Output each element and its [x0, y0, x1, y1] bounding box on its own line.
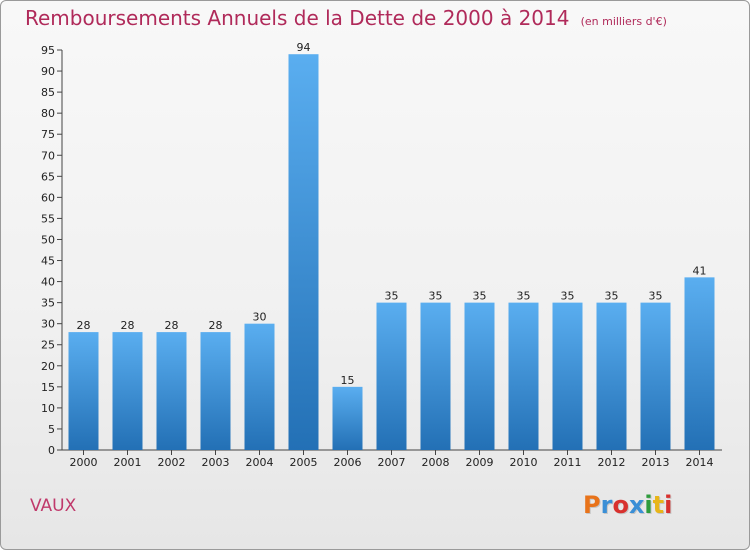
bar-2002: [156, 332, 187, 450]
chart-title: Remboursements Annuels de la Dette de 20…: [25, 6, 667, 30]
bar-2001: [112, 332, 143, 450]
x-tick-label-2007: 2007: [378, 456, 406, 469]
y-tick-label: 10: [41, 402, 55, 415]
value-label-2000: 28: [77, 319, 91, 332]
bar-2010: [508, 302, 539, 450]
bar-2008: [420, 302, 451, 450]
y-tick-label: 40: [41, 276, 55, 289]
y-tick-label: 0: [48, 444, 55, 457]
y-tick-label: 65: [41, 170, 55, 183]
bar-2003: [200, 332, 231, 450]
value-label-2004: 30: [253, 311, 267, 324]
value-label-2014: 41: [693, 264, 707, 277]
y-tick-label: 30: [41, 318, 55, 331]
x-tick-label-2012: 2012: [598, 456, 626, 469]
logo-letter: i: [644, 491, 653, 519]
proxiti-logo: Proxiti: [583, 491, 672, 519]
bar-2014: [684, 277, 715, 450]
bar-2004: [244, 323, 275, 450]
x-tick-label-2014: 2014: [686, 456, 714, 469]
y-tick-label: 15: [41, 381, 55, 394]
y-tick-label: 45: [41, 255, 55, 268]
y-tick-label: 95: [41, 44, 55, 57]
x-tick-label-2008: 2008: [422, 456, 450, 469]
y-tick-label: 90: [41, 65, 55, 78]
y-tick-label: 75: [41, 128, 55, 141]
x-tick-label-2009: 2009: [466, 456, 494, 469]
value-label-2011: 35: [561, 290, 575, 303]
y-tick-label: 25: [41, 339, 55, 352]
logo-letter: t: [652, 491, 665, 519]
y-tick-label: 5: [48, 423, 55, 436]
x-tick-label-2005: 2005: [290, 456, 318, 469]
y-tick-label: 70: [41, 149, 55, 162]
logo-letter: P: [583, 491, 601, 519]
x-tick-label-2013: 2013: [642, 456, 670, 469]
value-label-2009: 35: [473, 290, 487, 303]
x-tick-label-2000: 2000: [70, 456, 98, 469]
unit-text: (en milliers d'€): [580, 15, 667, 28]
value-label-2013: 35: [649, 290, 663, 303]
logo-letter: o: [612, 491, 629, 519]
y-tick-label: 80: [41, 107, 55, 120]
y-tick-label: 55: [41, 212, 55, 225]
logo-letter: x: [628, 491, 645, 519]
bar-2007: [376, 302, 407, 450]
bar-2009: [464, 302, 495, 450]
logo-letter: r: [600, 491, 613, 519]
bar-2013: [640, 302, 671, 450]
value-label-2008: 35: [429, 290, 443, 303]
value-label-2007: 35: [385, 290, 399, 303]
logo-letter: i: [664, 491, 673, 519]
x-tick-label-2002: 2002: [158, 456, 186, 469]
bar-2005: [288, 54, 319, 451]
x-tick-label-2001: 2001: [114, 456, 142, 469]
value-label-2012: 35: [605, 290, 619, 303]
y-tick-label: 35: [41, 297, 55, 310]
value-label-2005: 94: [297, 41, 311, 54]
y-tick-label: 50: [41, 233, 55, 246]
value-label-2006: 15: [341, 374, 355, 387]
x-tick-label-2011: 2011: [554, 456, 582, 469]
x-tick-label-2004: 2004: [246, 456, 274, 469]
y-tick-label: 60: [41, 191, 55, 204]
value-label-2002: 28: [165, 319, 179, 332]
x-tick-label-2006: 2006: [334, 456, 362, 469]
bar-2006: [332, 386, 363, 450]
bar-2000: [68, 332, 99, 450]
y-tick-label: 85: [41, 86, 55, 99]
commune-name: VAUX: [30, 496, 77, 516]
x-tick-label-2003: 2003: [202, 456, 230, 469]
y-tick-label: 20: [41, 360, 55, 373]
value-label-2010: 35: [517, 290, 531, 303]
value-label-2003: 28: [209, 319, 223, 332]
bar-2011: [552, 302, 583, 450]
chart-bars: [68, 54, 715, 451]
value-label-2001: 28: [121, 319, 135, 332]
x-tick-label-2010: 2010: [510, 456, 538, 469]
title-text: Remboursements Annuels de la Dette de 20…: [25, 6, 570, 30]
bar-2012: [596, 302, 627, 450]
chart-labels: 28 2000 28 2001 28 2002 28 2003 30 2004 94 2005 15 20…: [70, 41, 714, 469]
